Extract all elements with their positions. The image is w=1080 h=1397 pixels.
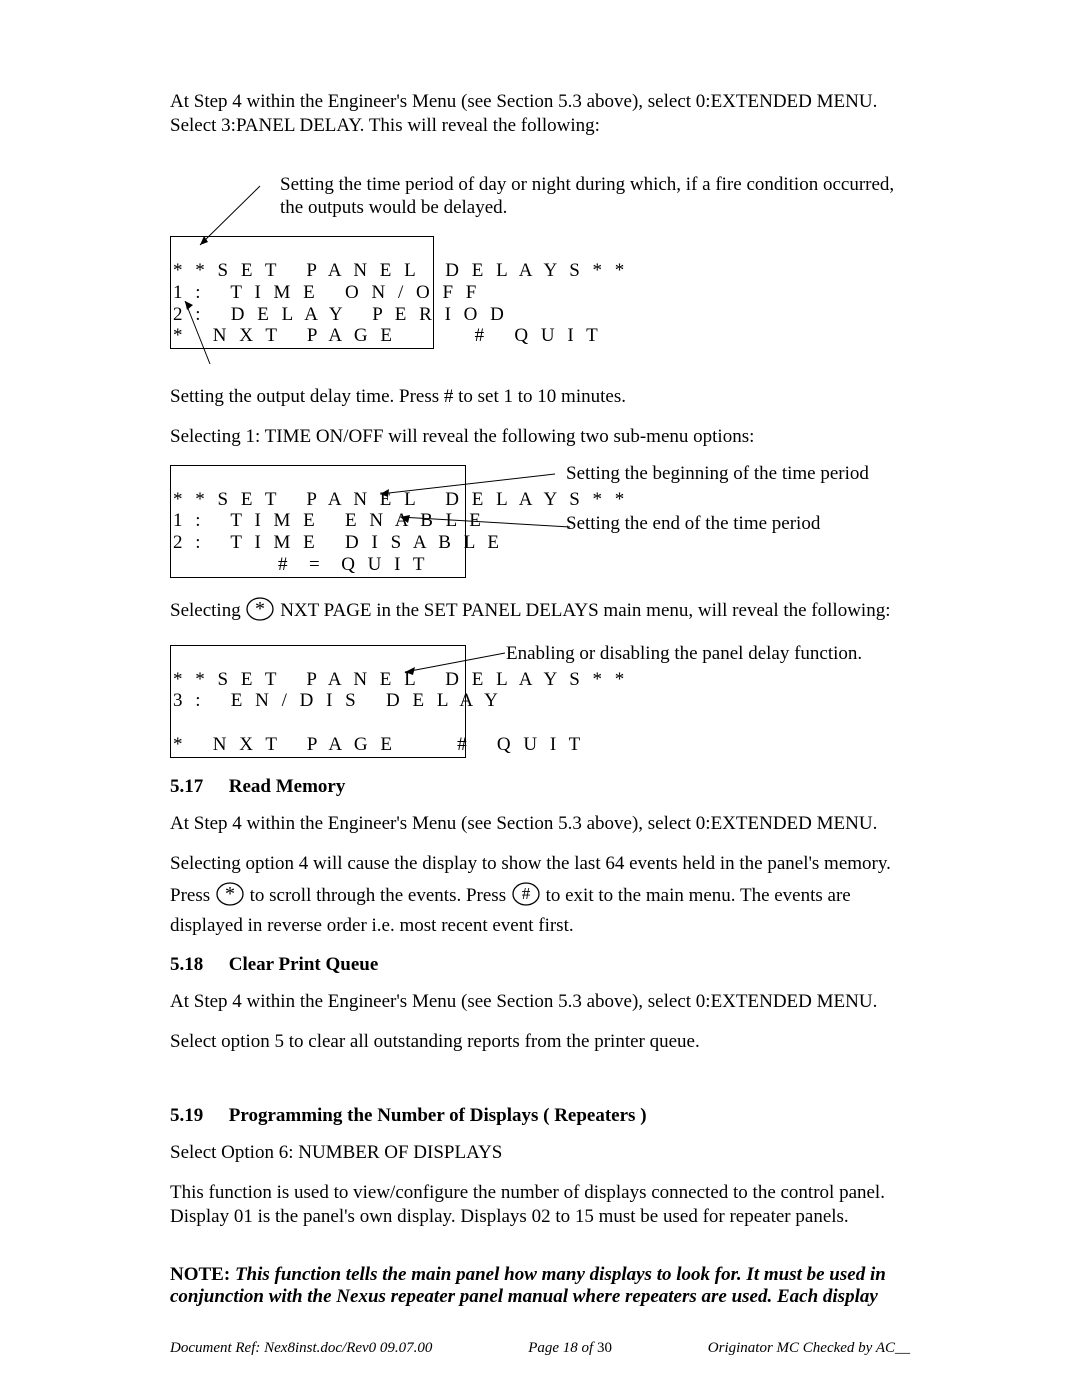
lcd1-line4: * N X T P A G E # Q U I T [173,325,602,346]
star-key-icon-2: * [215,881,245,914]
after-lcd1: Setting the output delay time. Press # t… [170,385,910,409]
s518-p2: Select option 5 to clear all outstanding… [170,1030,910,1054]
lcd3-line1: * * S E T P A N E L D E L A Y S * * [173,669,628,690]
lcd3-line3 [173,712,182,733]
lcd3-line2: 3 : E N / D I S D E L A Y [173,690,502,711]
lcd1-line1: * * S E T P A N E L D E L A Y S * * [173,260,628,281]
note-label: NOTE: [170,1264,235,1285]
hash-key-icon: # [511,881,541,914]
s517-p3: Press * to scroll through the events. Pr… [170,881,910,938]
s517-p1: At Step 4 within the Engineer's Menu (se… [170,812,910,836]
callout-3: Enabling or disabling the panel delay fu… [506,643,862,665]
heading-5-19: 5.19 Programming the Number of Displays … [170,1105,910,1127]
h517-num: 5.17 [170,776,224,798]
lcd1-line2: 1 : T I M E O N / O F F [173,282,480,303]
h519-num: 5.19 [170,1105,224,1127]
lcd2-line3: 2 : T I M E D I S A B L E [173,532,503,553]
s517-p2: Selecting option 4 will cause the displa… [170,852,910,876]
s517-p3b: to scroll through the events. Press [250,885,511,906]
page-footer: Document Ref: Nex8inst.doc/Rev0 09.07.00… [170,1340,910,1357]
callout-2a: Setting the beginning of the time period [566,463,869,485]
h518-num: 5.18 [170,954,224,976]
svg-text:#: # [522,884,531,903]
note-body: This function tells the main panel how m… [170,1264,886,1307]
note: NOTE: This function tells the main panel… [170,1264,910,1308]
callout-top: Setting the time period of day or night … [280,173,910,221]
intro3-text-a: Selecting [170,600,245,621]
h519-title: Programming the Number of Displays ( Rep… [229,1105,647,1126]
star-key-icon: * [245,596,275,629]
s518-p1: At Step 4 within the Engineer's Menu (se… [170,990,910,1014]
h518-title: Clear Print Queue [229,954,379,975]
s517-p3a: Press [170,885,215,906]
intro-3: Selecting * NXT PAGE in the SET PANEL DE… [170,596,910,629]
intro-1: At Step 4 within the Engineer's Menu (se… [170,90,910,138]
lcd-panel-1: * * S E T P A N E L D E L A Y S * * 1 : … [170,236,434,349]
svg-text:*: * [255,598,265,620]
s519-p2: This function is used to view/configure … [170,1181,910,1229]
lcd1-line3: 2 : D E L A Y P E R I O D [173,304,508,325]
heading-5-17: 5.17 Read Memory [170,776,910,798]
lcd-panel-3: * * S E T P A N E L D E L A Y S * * 3 : … [170,645,466,758]
lcd2-line2: 1 : T I M E E N A B L E [173,510,485,531]
lcd-panel-2: * * S E T P A N E L D E L A Y S * * 1 : … [170,465,466,578]
h517-title: Read Memory [229,776,346,797]
lcd2-line4: # = Q U I T [173,554,429,575]
footer-right: Originator MC Checked by AC__ [708,1340,910,1357]
heading-5-18: 5.18 Clear Print Queue [170,954,910,976]
intro3-text-b: NXT PAGE in the SET PANEL DELAYS main me… [280,600,890,621]
lcd3-line4: * N X T P A G E # Q U I T [173,734,584,755]
intro-2: Selecting 1: TIME ON/OFF will reveal the… [170,425,910,449]
svg-text:*: * [225,883,235,905]
callout-2b: Setting the end of the time period [566,513,869,535]
footer-left: Document Ref: Nex8inst.doc/Rev0 09.07.00 [170,1340,432,1357]
footer-mid: Page 18 of 30 [528,1340,612,1357]
s519-p1: Select Option 6: NUMBER OF DISPLAYS [170,1141,910,1165]
